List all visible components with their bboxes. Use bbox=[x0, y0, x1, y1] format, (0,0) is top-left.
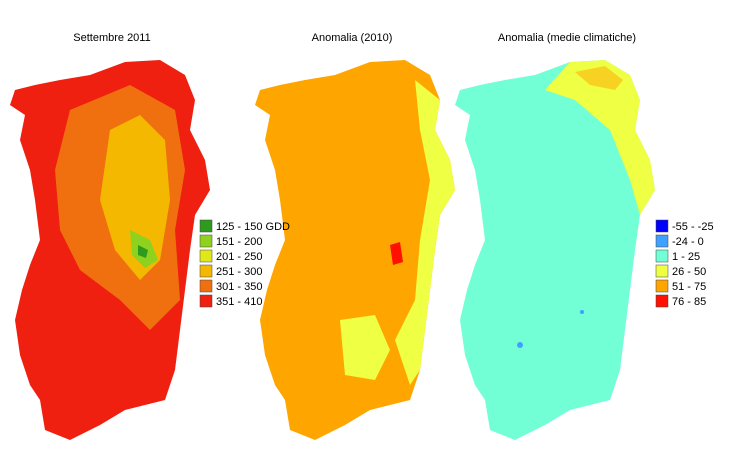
legend-label: 301 - 350 bbox=[216, 281, 262, 293]
legend-label: 151 - 200 bbox=[216, 236, 262, 248]
legend-label: 351 - 410 bbox=[216, 296, 262, 308]
map-anomaly-climate bbox=[455, 60, 655, 440]
legend-swatch bbox=[199, 264, 213, 278]
legend-swatch bbox=[199, 294, 213, 308]
legend-swatch bbox=[199, 249, 213, 263]
legend-label: 76 - 85 bbox=[672, 296, 706, 308]
map-title: Anomalia (2010) bbox=[312, 32, 393, 44]
legend-label: 26 - 50 bbox=[672, 266, 706, 278]
legend-swatch bbox=[199, 219, 213, 233]
legend-label: 251 - 300 bbox=[216, 266, 262, 278]
legend-label: -55 - -25 bbox=[672, 221, 714, 233]
legend-swatch bbox=[655, 219, 669, 233]
legend-swatch bbox=[199, 234, 213, 248]
legend-label: -24 - 0 bbox=[672, 236, 704, 248]
map-gdd bbox=[10, 60, 210, 440]
legend-label: 201 - 250 bbox=[216, 251, 262, 263]
legend-label: 125 - 150 GDD bbox=[216, 221, 290, 233]
legend-swatch bbox=[655, 234, 669, 248]
map-title: Anomalia (medie climatiche) bbox=[498, 32, 636, 44]
map-title: Settembre 2011 bbox=[73, 32, 150, 44]
legend-label: 1 - 25 bbox=[672, 251, 700, 263]
legend-swatch bbox=[655, 294, 669, 308]
legend-swatch bbox=[655, 264, 669, 278]
legends: 125 - 150 GDD 151 - 200 201 - 250 251 - 300… bbox=[199, 219, 714, 308]
legend-label: 51 - 75 bbox=[672, 281, 706, 293]
legend-swatch bbox=[199, 279, 213, 293]
legend-swatch bbox=[655, 249, 669, 263]
map-anomaly-2010 bbox=[255, 60, 455, 440]
legend-swatch bbox=[655, 279, 669, 293]
